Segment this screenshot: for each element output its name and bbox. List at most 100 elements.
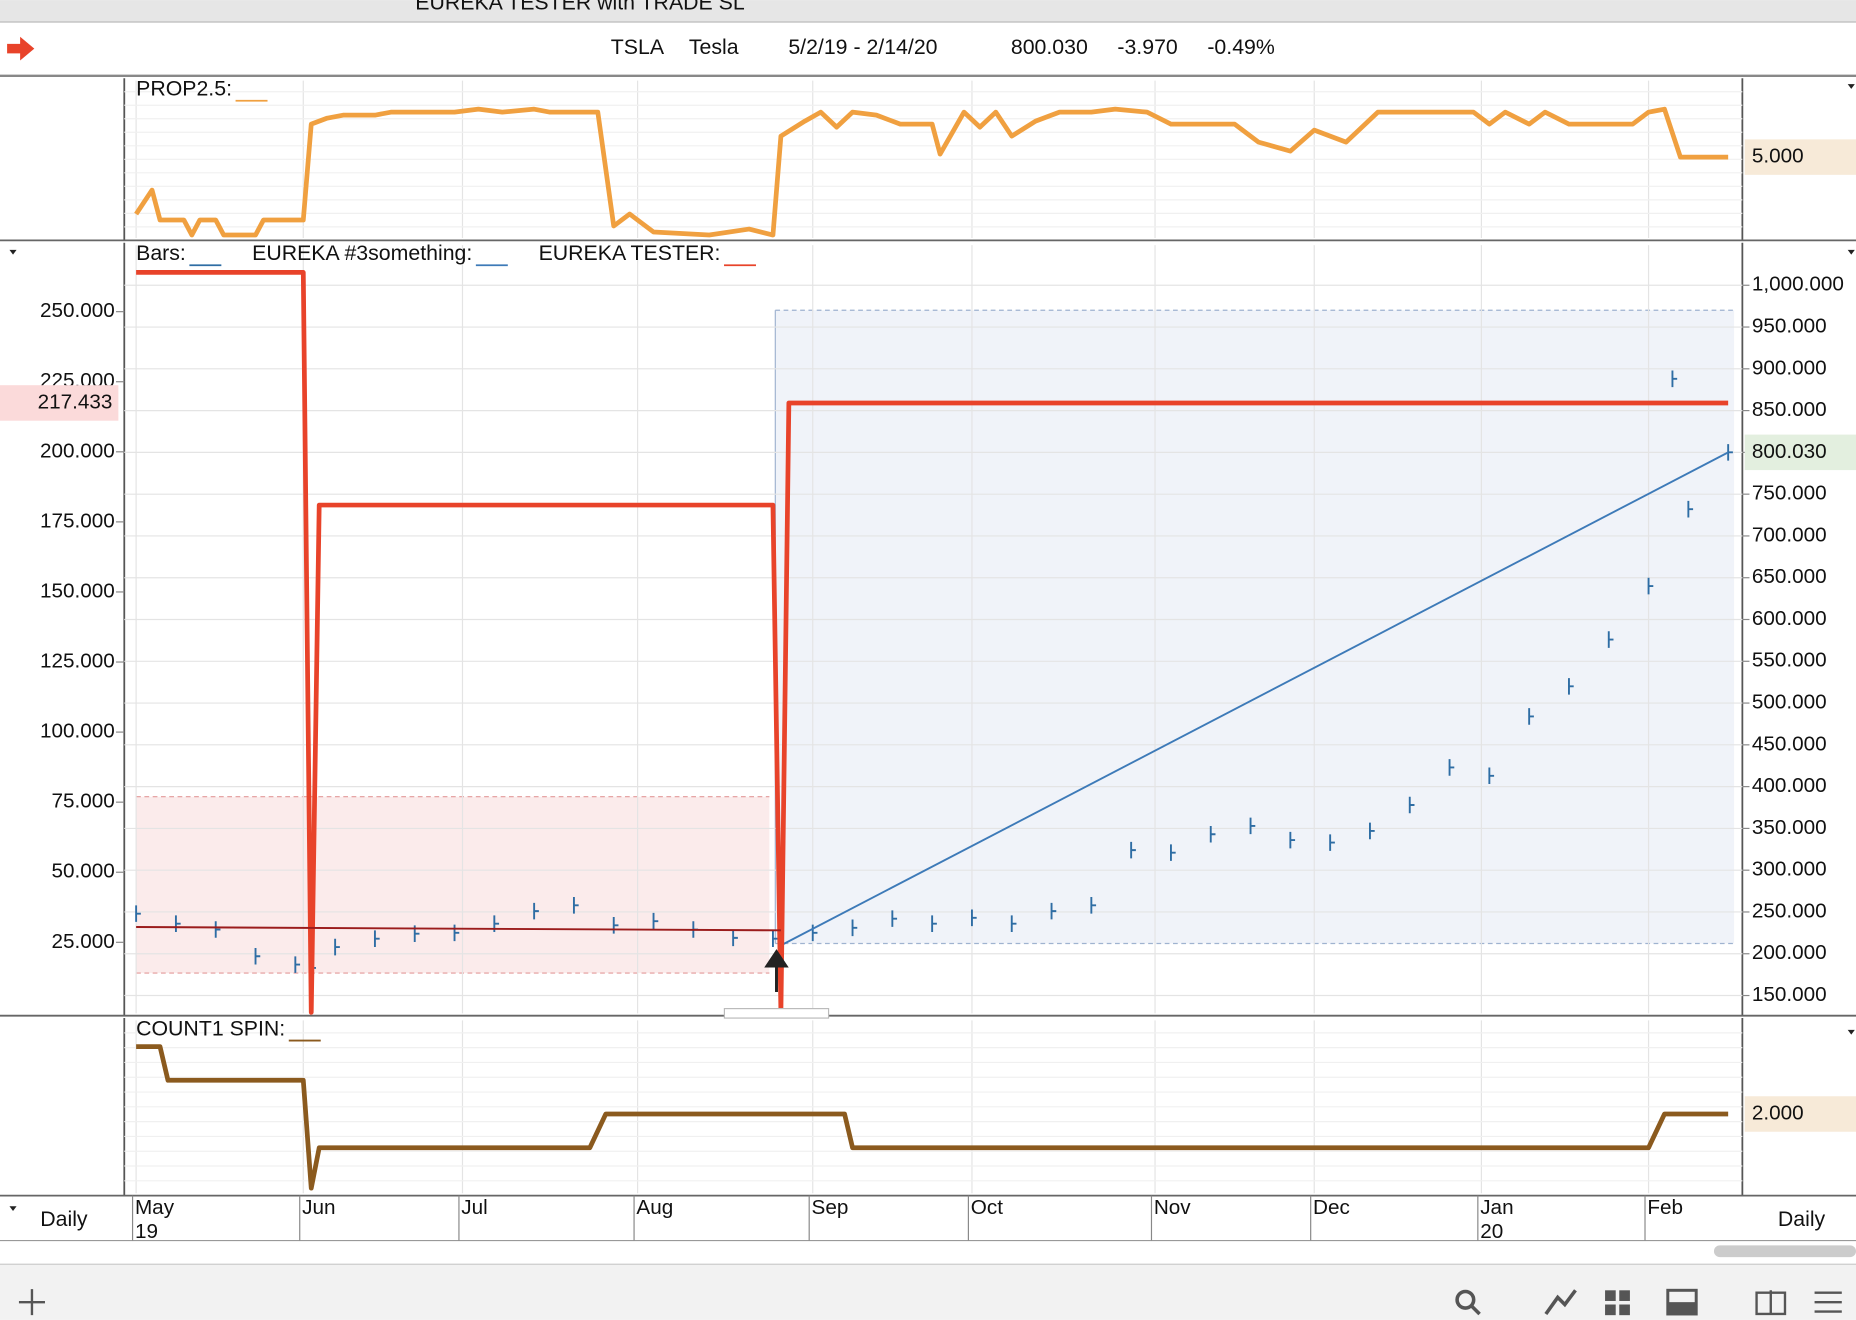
search-handle bbox=[1470, 1304, 1481, 1316]
price-bar bbox=[1408, 796, 1415, 814]
price-bar bbox=[174, 915, 181, 932]
price-bar bbox=[1448, 759, 1455, 776]
legend-label: Bars: bbox=[136, 241, 186, 265]
y2-tick-label: 400.000 bbox=[1752, 774, 1827, 797]
header-bar bbox=[0, 21, 1856, 76]
date-range: 5/2/19 - 2/14/20 bbox=[788, 35, 937, 59]
interval-label[interactable]: Daily bbox=[1778, 1207, 1826, 1231]
y-tick-label: 25.000 bbox=[51, 930, 114, 953]
y2-tick-label: 1,000.000 bbox=[1752, 273, 1844, 296]
y2-tick-label: 650.000 bbox=[1752, 565, 1827, 588]
series-line bbox=[780, 451, 1729, 947]
value-badge bbox=[1744, 1096, 1856, 1132]
list-button[interactable] bbox=[1814, 1291, 1842, 1313]
price-bar bbox=[453, 924, 460, 942]
search-button[interactable] bbox=[1455, 1289, 1476, 1310]
price-bar bbox=[612, 917, 619, 934]
y2-tick-label: 750.000 bbox=[1752, 482, 1827, 505]
y-tick-label: 125.000 bbox=[40, 649, 115, 672]
x-tick-label: Oct bbox=[971, 1196, 1003, 1219]
price-bar bbox=[135, 905, 141, 922]
window-title: EUREKA TESTER with TRADE SL bbox=[415, 0, 745, 14]
book-button[interactable] bbox=[1755, 1290, 1787, 1316]
y2-tick-label: 900.000 bbox=[1752, 356, 1827, 379]
price-bar bbox=[1727, 444, 1733, 461]
price-bar bbox=[373, 930, 380, 947]
y-tick-label: 175.000 bbox=[40, 509, 115, 532]
x-tick-label: Aug bbox=[636, 1196, 673, 1219]
legend-label: EUREKA #3something: bbox=[252, 241, 472, 265]
price-bar bbox=[1170, 844, 1176, 861]
chart-area: May Jun Jul Aug Sep Oct Nov Dec Jan Feb 19 20 Daily D… bbox=[0, 77, 1856, 1243]
price-bar bbox=[1369, 822, 1375, 840]
price-bar bbox=[891, 910, 898, 927]
y2-tick-label: 150.000 bbox=[1752, 983, 1827, 1006]
price-bar bbox=[1010, 915, 1017, 932]
symbol: TSLA bbox=[611, 35, 665, 59]
x-tick-label: May bbox=[135, 1196, 175, 1219]
shaded-range bbox=[775, 310, 1735, 944]
x-tick-label: Dec bbox=[1313, 1196, 1350, 1219]
x-tick-label: Nov bbox=[1154, 1196, 1191, 1219]
price-change: -3.970 bbox=[1117, 35, 1178, 59]
percent-change: -0.49% bbox=[1207, 35, 1275, 59]
y2-tick-label: 450.000 bbox=[1752, 732, 1827, 755]
price-bar bbox=[1329, 834, 1335, 851]
toolbar bbox=[0, 1264, 1856, 1320]
toolbar-icons bbox=[1455, 1289, 1842, 1316]
value-badge-label: 2.000 bbox=[1752, 1101, 1804, 1124]
price-bar bbox=[1090, 896, 1097, 914]
arrow-icon[interactable] bbox=[7, 36, 35, 61]
add-button[interactable] bbox=[18, 1289, 45, 1316]
value-badge-label: 5.000 bbox=[1752, 145, 1804, 168]
y2-tick-label: 550.000 bbox=[1752, 649, 1827, 672]
y2-tick-label: 300.000 bbox=[1752, 858, 1827, 881]
year-label: 19 bbox=[135, 1220, 158, 1243]
y2-tick-label: 700.000 bbox=[1752, 523, 1827, 546]
value-badge-label: 800.030 bbox=[1752, 440, 1827, 463]
interval-label[interactable]: Daily bbox=[40, 1207, 88, 1231]
y2-tick-label: 200.000 bbox=[1752, 941, 1827, 964]
price-bar bbox=[1050, 902, 1057, 920]
y2-tick-label: 850.000 bbox=[1752, 398, 1827, 421]
price-bar bbox=[1607, 631, 1614, 648]
value-badge bbox=[1744, 434, 1856, 471]
series-line bbox=[136, 1044, 1729, 1191]
price-tab bbox=[723, 1007, 830, 1019]
price-bar bbox=[1687, 500, 1694, 518]
y-tick-label: 75.000 bbox=[51, 790, 114, 813]
price-bar bbox=[1249, 817, 1256, 835]
scrollbar[interactable] bbox=[1713, 1245, 1856, 1258]
price-bar bbox=[1289, 831, 1296, 849]
y2-tick-label: 250.000 bbox=[1752, 899, 1827, 922]
price-bar bbox=[771, 930, 778, 947]
y-tick-label: 200.000 bbox=[40, 439, 115, 462]
x-tick-label: Jul bbox=[461, 1196, 487, 1219]
price-bar bbox=[931, 915, 937, 932]
y-tick-label: 150.000 bbox=[40, 579, 115, 602]
x-tick-label: Jun bbox=[302, 1196, 335, 1219]
layout-button[interactable] bbox=[1605, 1290, 1630, 1316]
price-bar bbox=[533, 902, 539, 920]
price-bar bbox=[1671, 370, 1678, 388]
price-bar bbox=[294, 956, 301, 973]
chart-style-button[interactable] bbox=[1544, 1289, 1577, 1316]
value-badge bbox=[1744, 139, 1856, 175]
last-price: 800.030 bbox=[1011, 35, 1088, 59]
shaded-range bbox=[136, 796, 770, 974]
price-bar bbox=[851, 919, 858, 937]
price-bar bbox=[334, 938, 340, 956]
x-tick-label: Sep bbox=[812, 1196, 849, 1219]
year-label: 20 bbox=[1480, 1220, 1503, 1243]
value-badge-label: 217.433 bbox=[38, 390, 113, 413]
legend-label: EUREKA TESTER: bbox=[539, 241, 721, 265]
panel-button-fill bbox=[1667, 1302, 1697, 1314]
title-bar bbox=[0, 0, 1856, 23]
symbol-name: Tesla bbox=[689, 35, 739, 59]
y2-tick-label: 950.000 bbox=[1752, 315, 1827, 338]
series-line bbox=[136, 270, 1729, 1015]
x-tick-label: Jan bbox=[1480, 1196, 1513, 1219]
price-bar bbox=[970, 909, 977, 927]
